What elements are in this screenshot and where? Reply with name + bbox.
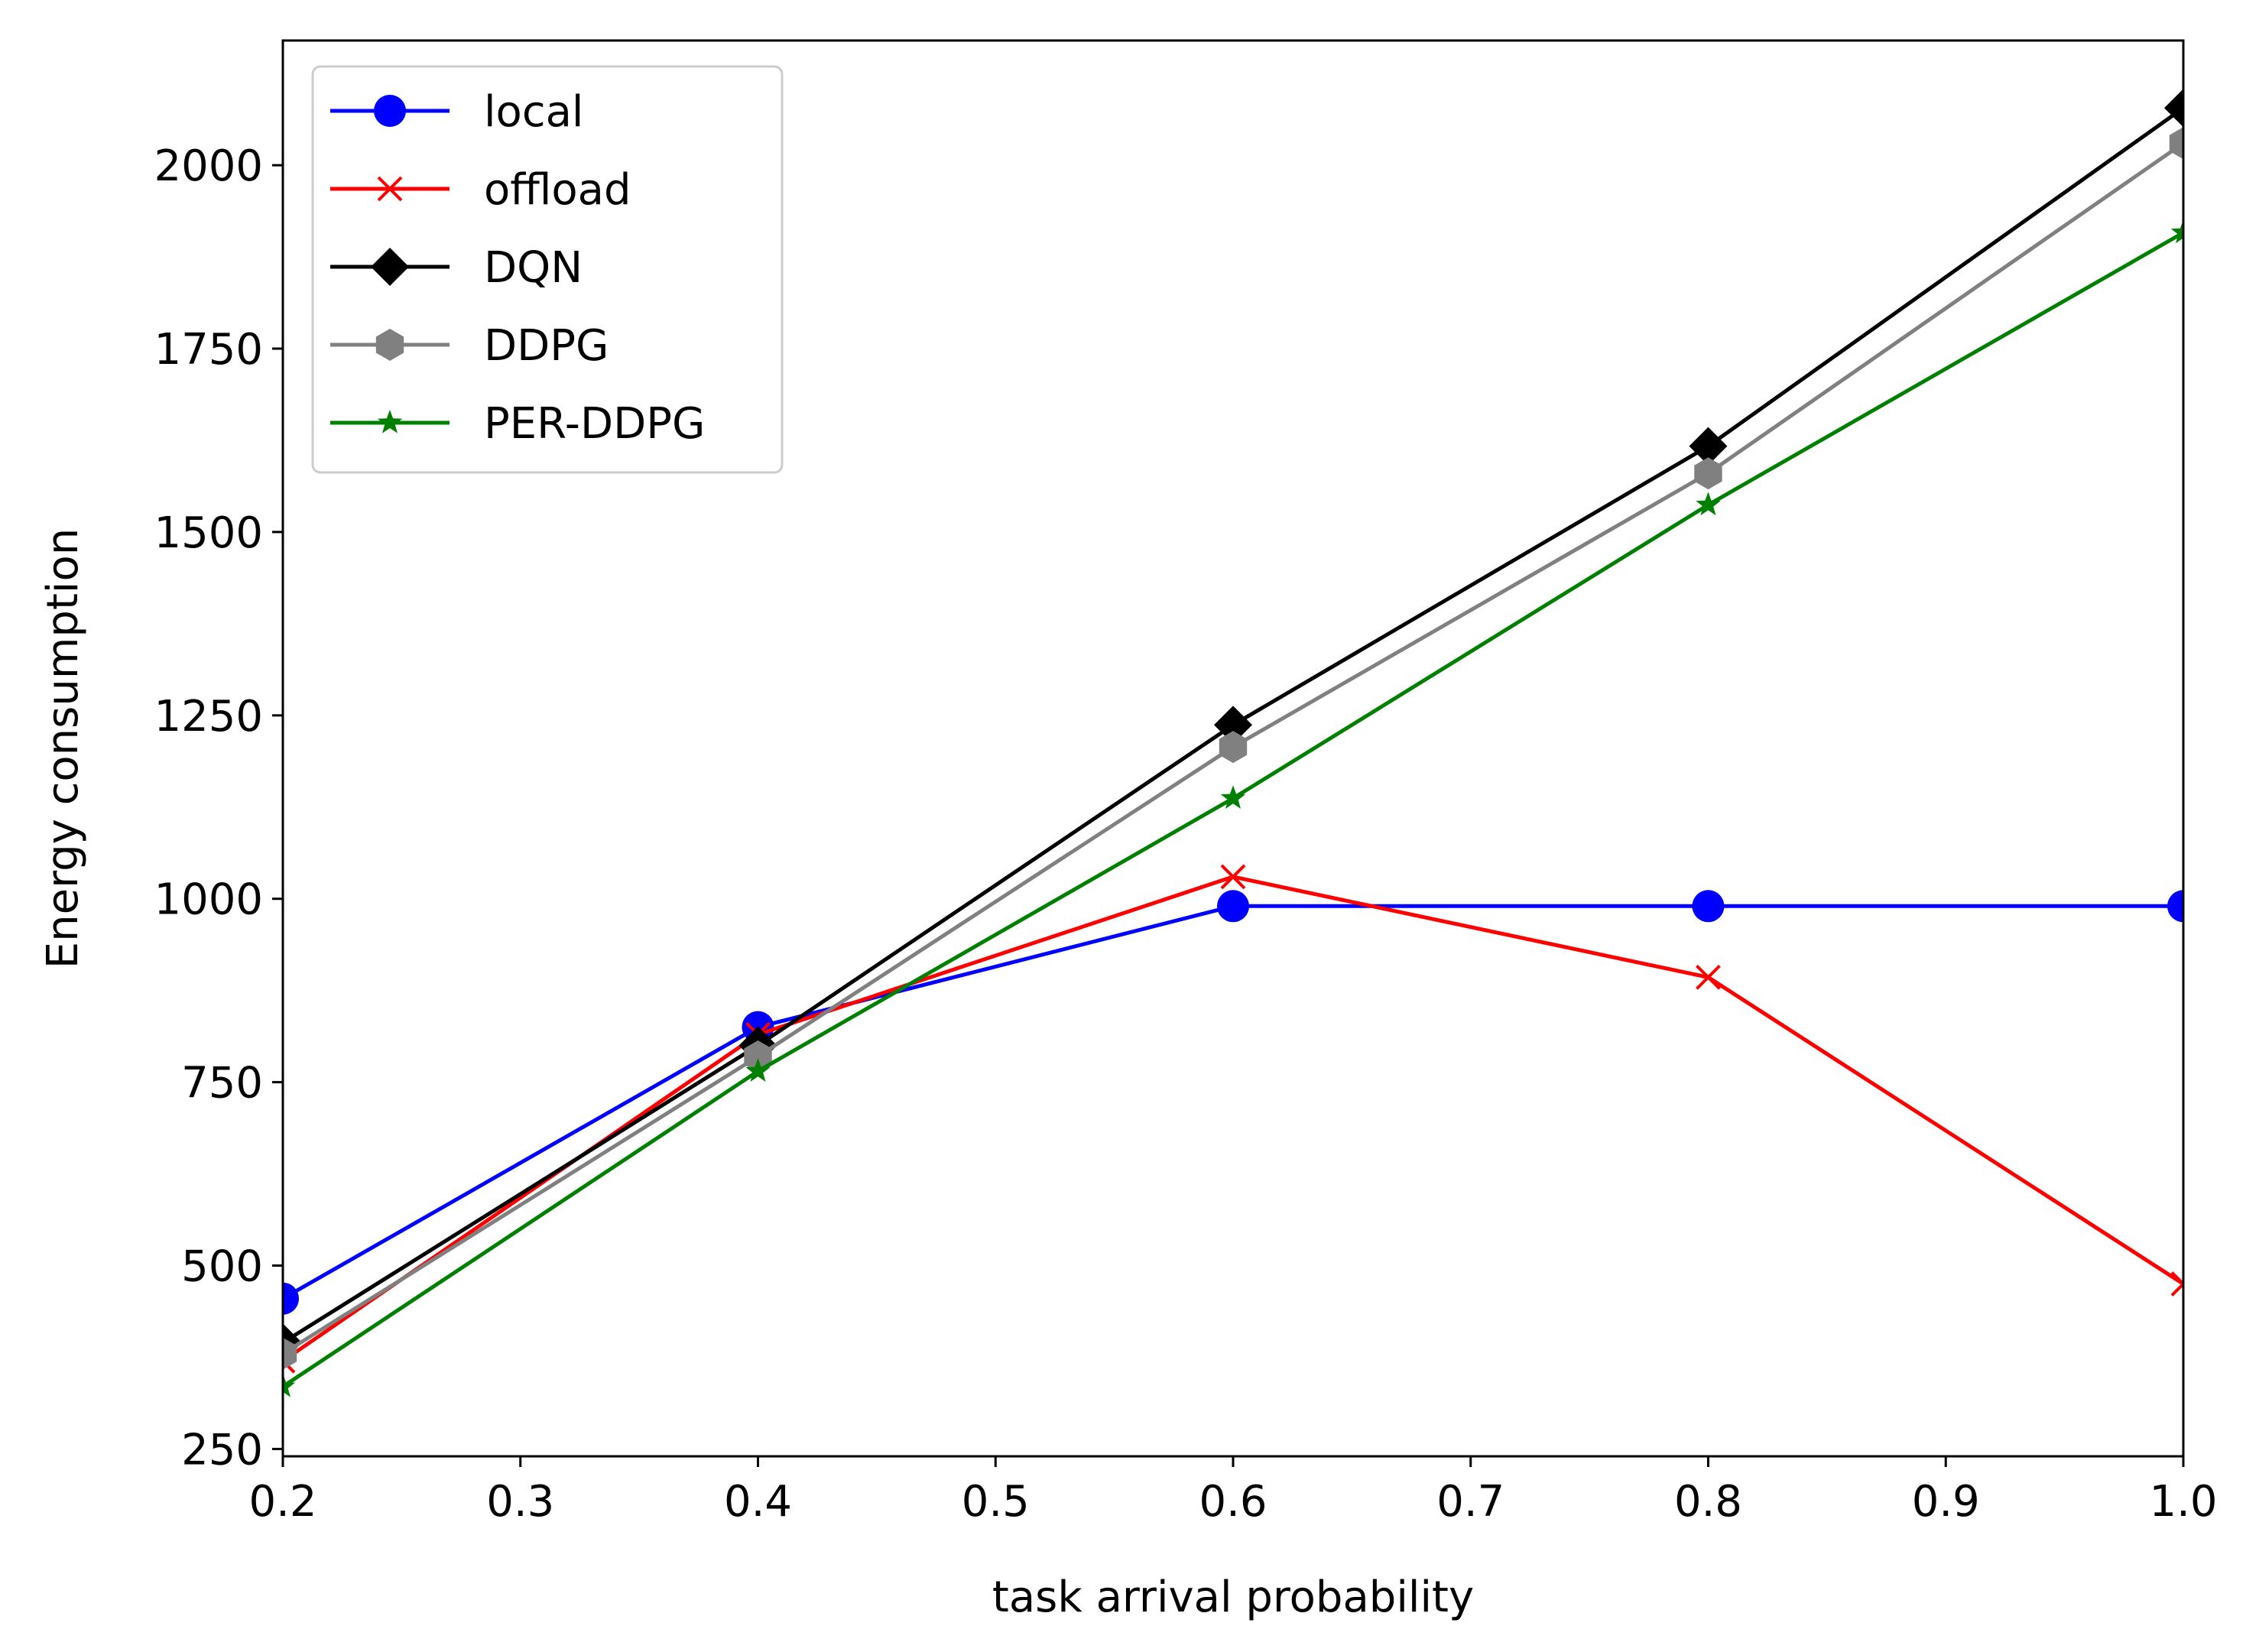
data-point-offload (2170, 1271, 2183, 1297)
legend-label: DQN (484, 243, 583, 293)
x-tick-label: 0.7 (1436, 1477, 1504, 1527)
data-point-per-ddpg (2170, 219, 2183, 244)
y-tick-label: 1000 (154, 875, 263, 925)
legend-item-ddpg: DDPG (330, 321, 609, 371)
y-tick-label: 750 (181, 1059, 263, 1108)
series-local (283, 890, 2183, 1315)
y-tick-label: 1250 (154, 692, 263, 742)
legend: local offload DQN DDPG PER-DDPG (311, 65, 784, 474)
x-tick-label: 0.8 (1674, 1477, 1742, 1527)
data-point-dqn (1214, 706, 1252, 745)
legend-marker (375, 329, 404, 361)
data-point-local (1692, 890, 1725, 923)
legend-item-offload: offload (330, 165, 631, 215)
series-line-offload (283, 875, 2183, 1363)
y-tick-label: 1750 (154, 325, 263, 375)
data-point-local (2167, 890, 2183, 923)
x-tick-label: 1.0 (2149, 1477, 2217, 1527)
legend-marker (374, 95, 406, 127)
y-axis-label: Energy consumption (38, 528, 88, 969)
x-tick-label: 0.5 (962, 1477, 1030, 1527)
x-tick-label: 0.2 (248, 1477, 316, 1527)
legend-marker (371, 248, 409, 286)
data-point-dqn (1689, 427, 1728, 466)
plot-area (283, 89, 2183, 1397)
data-point-ddpg (1219, 731, 1248, 764)
x-tick-label: 0.6 (1199, 1477, 1267, 1527)
data-point-per-ddpg (1220, 785, 1246, 809)
data-point-offload (1220, 864, 1246, 890)
legend-marker (377, 410, 403, 433)
data-point-local (283, 1282, 299, 1315)
legend-label: offload (484, 165, 631, 215)
legend-item-per-ddpg: PER-DDPG (330, 399, 705, 449)
data-point-ddpg (744, 1040, 772, 1073)
y-tick-label: 250 (181, 1425, 263, 1475)
series-per-ddpg (283, 219, 2183, 1397)
series-ddpg (283, 127, 2183, 1370)
data-point-ddpg (1694, 457, 1722, 490)
data-point-ddpg (283, 1337, 297, 1370)
legend-label: local (484, 87, 583, 137)
series-offload (283, 864, 2183, 1374)
legend-item-dqn: DQN (330, 243, 583, 293)
data-point-per-ddpg (745, 1058, 771, 1082)
y-tick-label: 500 (181, 1242, 263, 1292)
data-point-ddpg (2169, 127, 2183, 160)
y-tick-label: 2000 (154, 141, 263, 191)
data-point-offload (1696, 964, 1721, 990)
data-point-per-ddpg (283, 1373, 296, 1397)
x-axis: 0.2 0.3 0.4 0.5 0.6 0.7 0.8 0.9 1.0 (248, 1456, 2218, 1527)
data-point-local (1217, 890, 1249, 923)
x-tick-label: 0.4 (724, 1477, 792, 1527)
legend-label: DDPG (484, 321, 609, 371)
y-axis: 250 500 750 1000 1250 1500 1750 2000 (154, 141, 283, 1475)
data-point-per-ddpg (1696, 492, 1721, 516)
series-dqn (283, 89, 2183, 1362)
series-line-local (283, 904, 2183, 1300)
legend-label: PER-DDPG (484, 399, 705, 449)
legend-item-local: local (330, 87, 583, 137)
x-tick-label: 0.3 (486, 1477, 554, 1527)
y-tick-label: 1500 (154, 508, 263, 558)
data-point-dqn (2164, 89, 2183, 128)
x-axis-label: task arrival probability (992, 1572, 1474, 1622)
legend-box (311, 65, 784, 474)
legend-marker (377, 176, 403, 202)
x-tick-label: 0.9 (1912, 1477, 1980, 1527)
